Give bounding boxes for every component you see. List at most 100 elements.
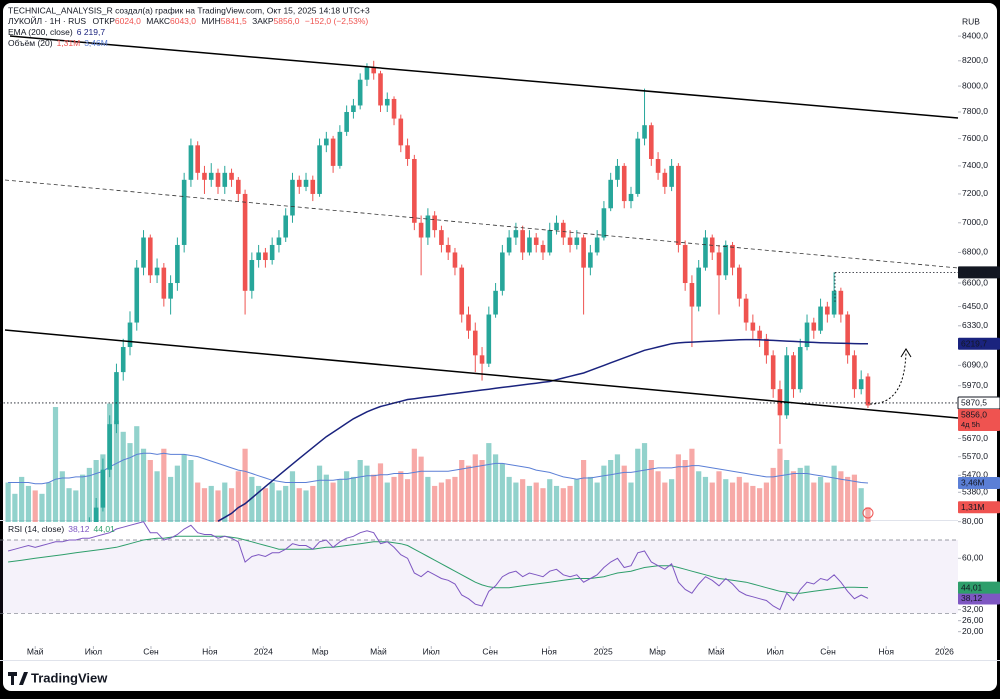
candle-body xyxy=(791,355,796,390)
volume-bar xyxy=(770,467,776,522)
y-tick-label: 5380,0 xyxy=(962,487,988,497)
volume-bar xyxy=(669,479,675,522)
low-label: МИН xyxy=(201,16,220,26)
y-tick-label: 5670,0 xyxy=(962,433,988,443)
volume-bar xyxy=(594,482,600,522)
volume-bar xyxy=(763,482,769,522)
candle-body xyxy=(513,230,519,238)
low: 5841,5 xyxy=(221,16,247,26)
candle-body xyxy=(642,125,647,139)
candle-body xyxy=(696,267,701,307)
pane-separator xyxy=(0,520,958,521)
volume-bar xyxy=(553,485,560,522)
candle-body xyxy=(330,138,336,166)
volume-bar xyxy=(425,476,431,522)
rsi-name: RSI (14, close) xyxy=(8,524,64,534)
volume-bar xyxy=(533,482,539,522)
ema-value: 6 219,7 xyxy=(77,27,106,37)
candle-body xyxy=(818,306,823,331)
candle-body xyxy=(120,347,126,373)
x-tick-label: Ноя xyxy=(541,646,557,656)
volume-bar xyxy=(635,448,641,522)
x-tick-label: Ноя xyxy=(879,646,895,656)
x-tick-label: Мар xyxy=(312,646,329,656)
candle-body xyxy=(527,237,532,253)
candle-body xyxy=(716,252,722,276)
candle-body xyxy=(757,330,762,339)
candle-body xyxy=(737,267,742,299)
candle-body xyxy=(852,355,857,390)
candle-body xyxy=(560,222,566,238)
candle-body xyxy=(628,193,634,202)
rsi-legend: RSI (14, close) 38,12 44,01 xyxy=(8,524,115,534)
rsi-ma-value: 44,01 xyxy=(94,524,116,534)
candle-body xyxy=(222,172,228,187)
volume-bar xyxy=(479,460,485,522)
candle-body xyxy=(303,179,309,187)
candle-body xyxy=(472,330,478,356)
x-tick-label: 2025 xyxy=(594,646,613,656)
candle-body xyxy=(256,252,261,261)
candle-body xyxy=(249,260,255,291)
candle-body xyxy=(567,237,573,245)
volume-badge-bg xyxy=(958,501,1000,514)
candle-body xyxy=(93,507,99,522)
volume-bar xyxy=(391,476,397,522)
volume-bar xyxy=(675,454,681,522)
volume-bar xyxy=(357,460,363,522)
volume-bar xyxy=(743,482,749,522)
volume-bar xyxy=(140,448,147,522)
candle-body xyxy=(621,165,627,202)
candle-body xyxy=(825,306,830,315)
candle-body xyxy=(229,172,234,180)
volume-bar xyxy=(134,426,140,522)
high: 6043,0 xyxy=(170,16,196,26)
volume-ma-value: 3,46M xyxy=(84,38,108,48)
volume-legend: Объём (20) 1,31M 3,46M xyxy=(8,38,108,48)
volume-bar xyxy=(303,490,309,522)
brand-logo xyxy=(8,672,28,685)
volume-bar xyxy=(215,490,221,522)
x-tick-label: Май xyxy=(370,646,387,656)
candle-body xyxy=(337,131,343,166)
candle-body xyxy=(439,230,444,245)
candle-body xyxy=(811,322,817,331)
volume-bar xyxy=(797,467,803,522)
candle-body xyxy=(161,267,167,299)
volume-bar xyxy=(377,463,384,522)
drawings xyxy=(4,35,959,519)
volume-bar xyxy=(811,482,817,522)
candle-body xyxy=(378,73,383,106)
volume-bar xyxy=(154,471,160,522)
high-label: МАКС xyxy=(146,16,170,26)
volume-bar xyxy=(784,460,790,522)
y-tick-label: 6450,0 xyxy=(962,301,988,311)
y-tick-label: 6800,0 xyxy=(962,247,988,257)
candle-body xyxy=(168,283,173,299)
volume-bar xyxy=(32,490,38,522)
volume-bar xyxy=(459,460,465,522)
volume-bar xyxy=(46,482,52,522)
volume-bar xyxy=(350,476,357,522)
x-tick-label: Июл xyxy=(85,646,102,656)
volume-bar xyxy=(201,488,208,522)
candle-body xyxy=(412,158,417,223)
volume-bar xyxy=(858,488,864,522)
x-tick-label: Мар xyxy=(649,646,666,656)
candle-body xyxy=(581,237,586,268)
volume-bar xyxy=(418,456,424,522)
volume-bar xyxy=(39,493,45,522)
candle-body xyxy=(723,244,729,276)
rsi-band xyxy=(0,540,958,614)
volume-value: 1,31M xyxy=(57,38,81,48)
candle-body xyxy=(445,244,451,253)
candle-body xyxy=(398,118,404,146)
brand-name: TradingView xyxy=(31,670,108,685)
volume-bar xyxy=(790,471,797,522)
volume-bar xyxy=(574,479,580,522)
x-tick-label: Сен xyxy=(482,646,498,656)
volume-bar xyxy=(824,482,830,522)
candle-body xyxy=(588,252,593,268)
y-tick-label: 6600,0 xyxy=(962,277,988,287)
